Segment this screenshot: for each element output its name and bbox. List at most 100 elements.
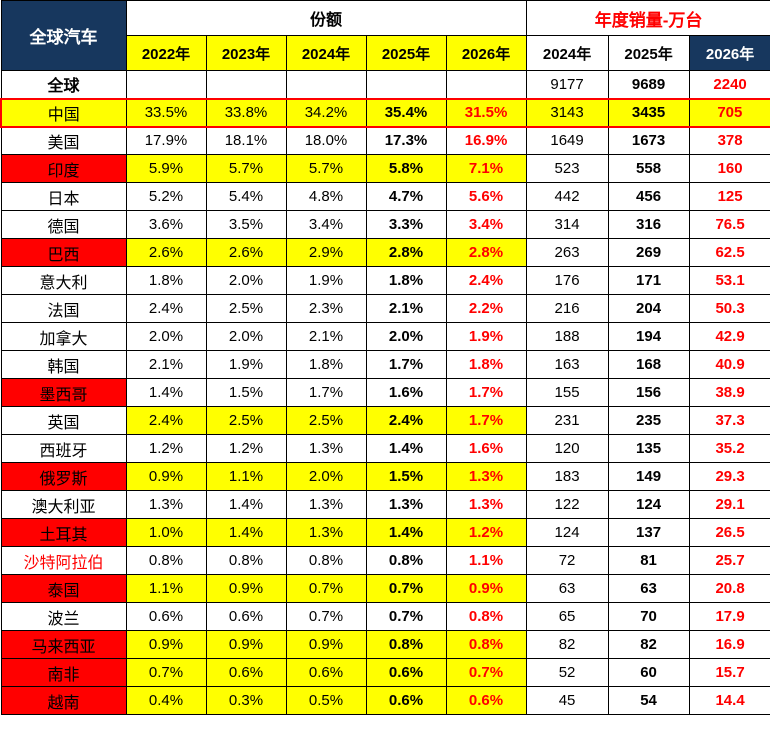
table-row: 墨西哥 1.4% 1.5% 1.7% 1.6% 1.7% 155 156 38.9 xyxy=(0,378,770,407)
share-cell: 0.8% xyxy=(445,602,527,631)
share-cell: 4.8% xyxy=(285,182,367,211)
share-cell: 2.1% xyxy=(285,322,367,351)
share-year-header-2025: 2025年 xyxy=(365,35,447,71)
sales-cell: 269 xyxy=(607,238,690,267)
table-body: 全球 9177 9689 2240 中国 33.5% 33.8% 34.2% 35.4% 31.5… xyxy=(0,70,770,715)
share-cell: 1.9% xyxy=(445,322,527,351)
share-cell: 18.0% xyxy=(285,126,367,155)
region-name-cell: 南非 xyxy=(0,658,127,687)
region-name-cell: 全球 xyxy=(0,70,127,99)
share-cell: 5.2% xyxy=(125,182,207,211)
share-cell: 2.0% xyxy=(285,462,367,491)
region-name-cell: 墨西哥 xyxy=(0,378,127,407)
table-row: 加拿大 2.0% 2.0% 2.1% 2.0% 1.9% 188 194 42.9 xyxy=(0,322,770,351)
sales-cell: 137 xyxy=(607,518,690,547)
table-row: 韩国 2.1% 1.9% 1.8% 1.7% 1.8% 163 168 40.9 xyxy=(0,350,770,379)
share-cell: 2.0% xyxy=(205,322,287,351)
sales-cell: 25.7 xyxy=(688,546,770,575)
sales-cell: 40.9 xyxy=(688,350,770,379)
sales-cell: 16.9 xyxy=(688,630,770,659)
share-year-header-2026: 2026年 xyxy=(445,35,527,71)
table-row: 西班牙 1.2% 1.2% 1.3% 1.4% 1.6% 120 135 35.2 xyxy=(0,434,770,463)
sales-cell: 9177 xyxy=(525,70,609,99)
sales-cell: 35.2 xyxy=(688,434,770,463)
table-row: 全球 9177 9689 2240 xyxy=(0,70,770,99)
region-name-cell: 波兰 xyxy=(0,602,127,631)
table-row: 意大利 1.8% 2.0% 1.9% 1.8% 2.4% 176 171 53.1 xyxy=(0,266,770,295)
sales-cell: 29.1 xyxy=(688,490,770,519)
sales-cell: 50.3 xyxy=(688,294,770,323)
region-name-cell: 西班牙 xyxy=(0,434,127,463)
share-cell: 0.5% xyxy=(285,686,367,715)
sales-cell: 194 xyxy=(607,322,690,351)
share-cell: 18.1% xyxy=(205,126,287,155)
sales-cell: 183 xyxy=(525,462,609,491)
share-cell: 0.8% xyxy=(125,546,207,575)
sales-cell: 81 xyxy=(607,546,690,575)
sales-cell: 204 xyxy=(607,294,690,323)
sales-cell: 3143 xyxy=(525,97,609,128)
sales-cell: 54 xyxy=(607,686,690,715)
sales-cell: 705 xyxy=(688,97,770,128)
share-cell: 35.4% xyxy=(365,97,447,128)
sales-cell: 15.7 xyxy=(688,658,770,687)
share-cell: 17.9% xyxy=(125,126,207,155)
share-cell: 1.7% xyxy=(445,378,527,407)
share-cell: 3.4% xyxy=(285,210,367,239)
share-cell: 1.8% xyxy=(125,266,207,295)
share-cell: 2.6% xyxy=(125,238,207,267)
share-cell: 0.6% xyxy=(445,686,527,715)
share-cell: 34.2% xyxy=(285,97,367,128)
sales-cell: 20.8 xyxy=(688,574,770,603)
share-cell: 1.3% xyxy=(285,518,367,547)
share-group-header: 份额 xyxy=(125,0,527,36)
region-name-cell: 中国 xyxy=(0,97,127,128)
sales-cell: 72 xyxy=(525,546,609,575)
region-name-cell: 法国 xyxy=(0,294,127,323)
share-cell: 1.4% xyxy=(205,518,287,547)
sales-cell: 235 xyxy=(607,406,690,435)
share-cell: 1.6% xyxy=(445,434,527,463)
table-title: 全球汽车 xyxy=(0,0,127,71)
share-cell: 5.9% xyxy=(125,154,207,183)
sales-group-header: 年度销量-万台 xyxy=(525,0,770,36)
sales-cell: 124 xyxy=(607,490,690,519)
region-name-cell: 日本 xyxy=(0,182,127,211)
share-cell: 33.5% xyxy=(125,97,207,128)
share-cell: 2.2% xyxy=(445,294,527,323)
share-cell: 1.6% xyxy=(365,378,447,407)
table-row: 美国 17.9% 18.1% 18.0% 17.3% 16.9% 1649 1673 378 xyxy=(0,126,770,155)
region-name-cell: 印度 xyxy=(0,154,127,183)
share-cell: 1.1% xyxy=(125,574,207,603)
share-cell: 0.9% xyxy=(285,630,367,659)
sales-cell: 60 xyxy=(607,658,690,687)
sales-cell: 171 xyxy=(607,266,690,295)
sales-cell: 76.5 xyxy=(688,210,770,239)
table-row: 中国 33.5% 33.8% 34.2% 35.4% 31.5% 3143 3435 705 xyxy=(0,97,770,128)
sales-cell: 163 xyxy=(525,350,609,379)
table-row: 巴西 2.6% 2.6% 2.9% 2.8% 2.8% 263 269 62.5 xyxy=(0,238,770,267)
share-cell: 2.6% xyxy=(205,238,287,267)
sales-year-header-2024: 2024年 xyxy=(525,35,609,71)
share-cell: 1.9% xyxy=(285,266,367,295)
share-cell: 1.5% xyxy=(365,462,447,491)
share-cell xyxy=(205,70,287,99)
sales-cell: 176 xyxy=(525,266,609,295)
share-cell: 1.8% xyxy=(445,350,527,379)
share-cell: 1.9% xyxy=(205,350,287,379)
share-cell: 1.2% xyxy=(205,434,287,463)
sales-cell: 149 xyxy=(607,462,690,491)
share-cell: 0.8% xyxy=(205,546,287,575)
sales-cell: 65 xyxy=(525,602,609,631)
sales-cell: 124 xyxy=(525,518,609,547)
share-cell: 1.7% xyxy=(445,406,527,435)
sales-cell: 37.3 xyxy=(688,406,770,435)
region-name-cell: 意大利 xyxy=(0,266,127,295)
table-row: 俄罗斯 0.9% 1.1% 2.0% 1.5% 1.3% 183 149 29.3 xyxy=(0,462,770,491)
sales-cell: 17.9 xyxy=(688,602,770,631)
share-cell: 1.2% xyxy=(125,434,207,463)
header-group-row: 全球汽车 份额 年度销量-万台 xyxy=(0,0,770,71)
sales-cell: 216 xyxy=(525,294,609,323)
sales-year-header-2026: 2026年 xyxy=(688,35,770,71)
sales-cell: 135 xyxy=(607,434,690,463)
